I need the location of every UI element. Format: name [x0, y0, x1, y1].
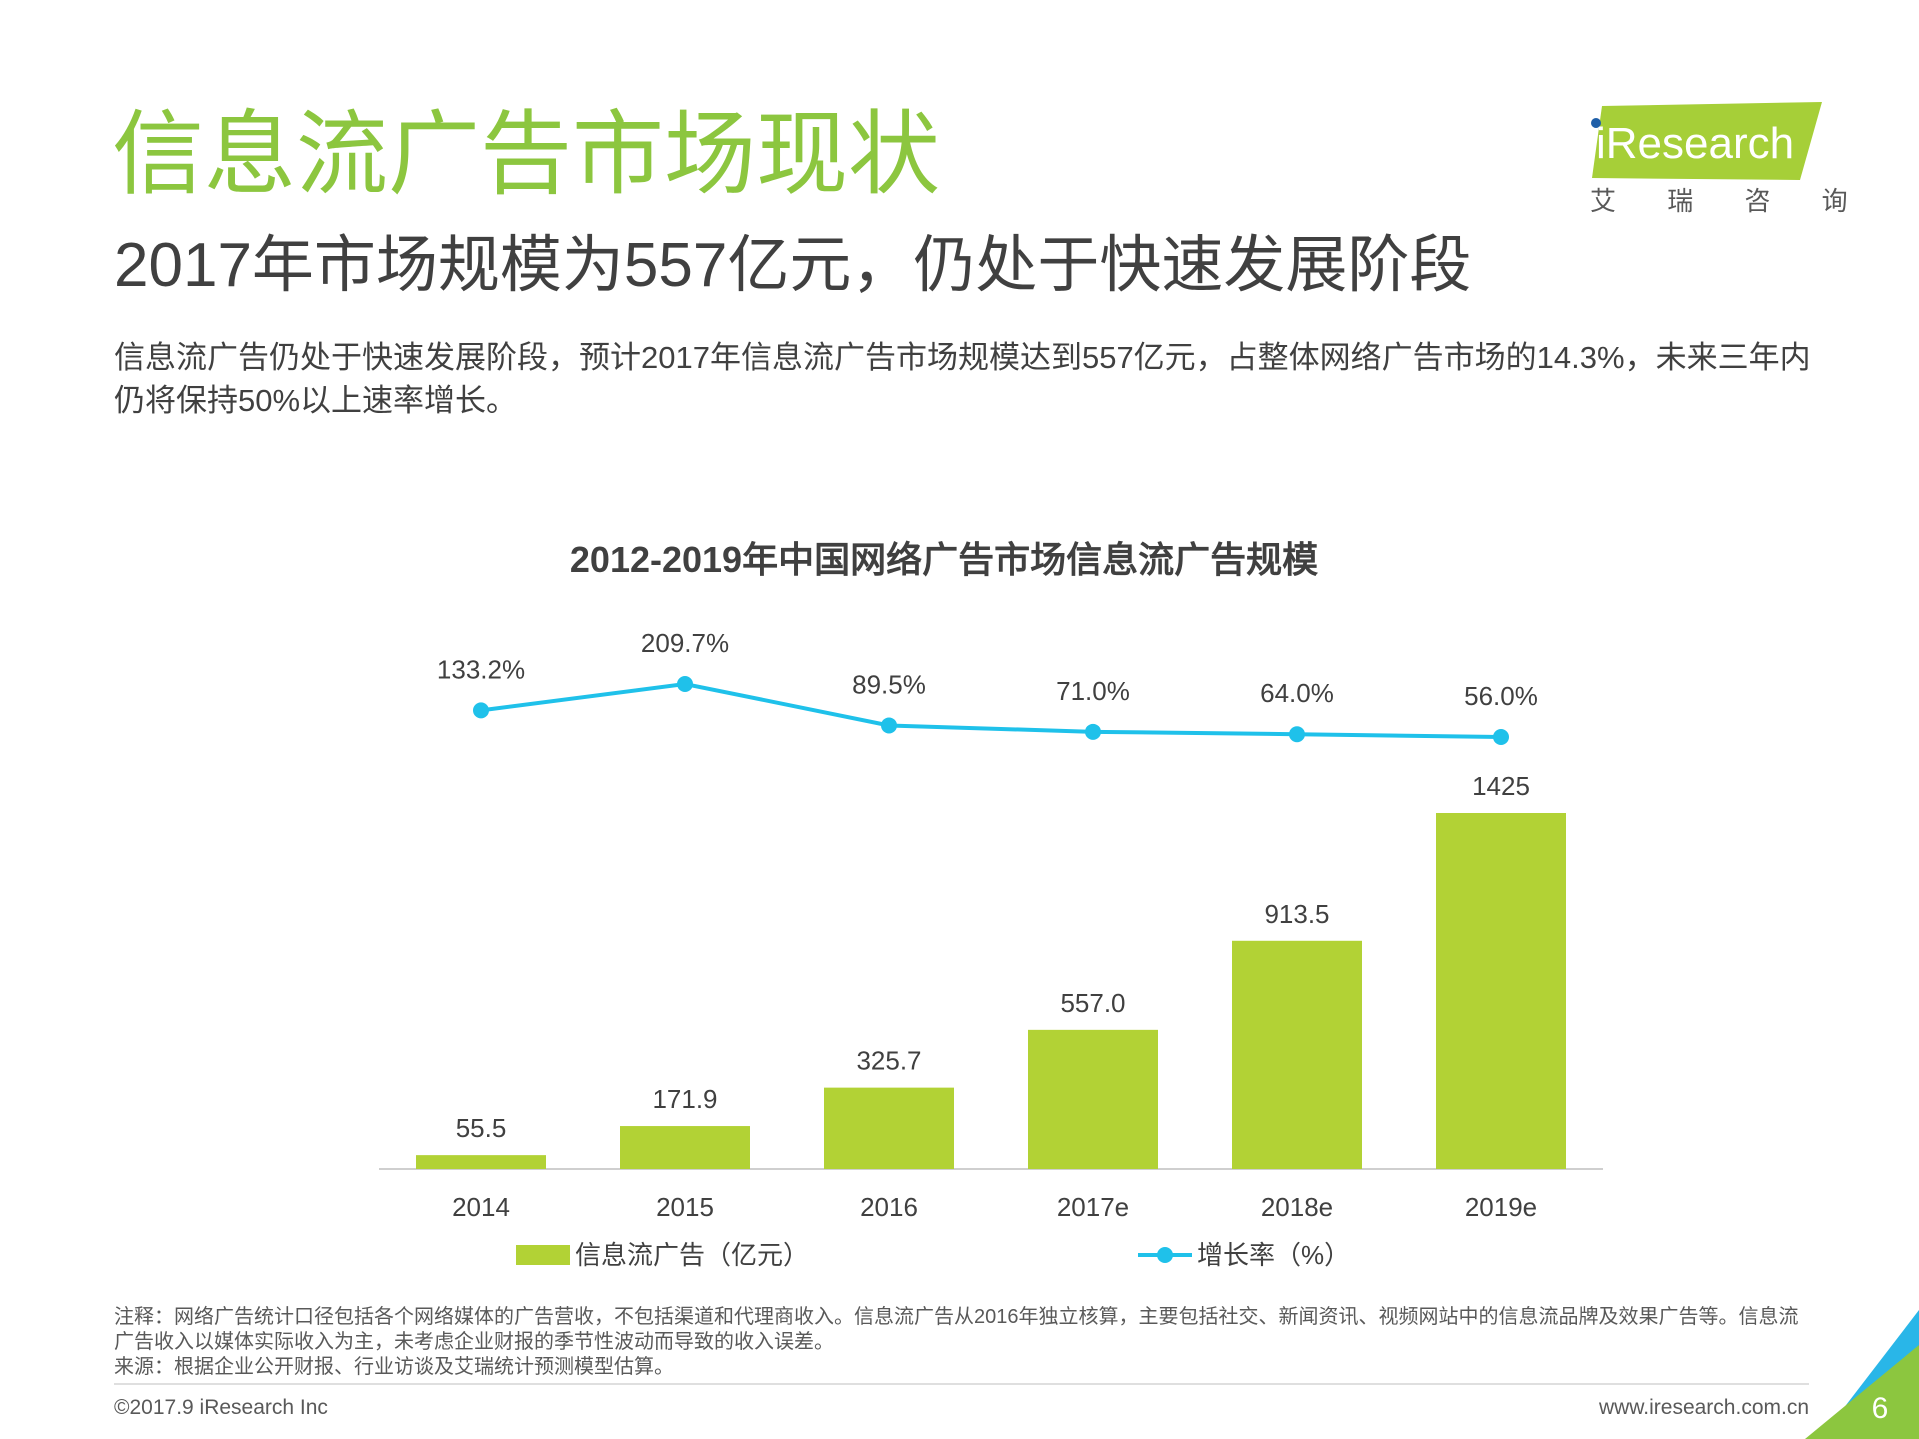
- bar-value-label: 171.9: [652, 1084, 717, 1114]
- footer-copyright: ©2017.9 iResearch Inc: [114, 1396, 328, 1419]
- bar-value-label: 55.5: [456, 1113, 507, 1143]
- bar-value-label: 1425: [1472, 771, 1530, 801]
- x-tick-label: 2017e: [1057, 1192, 1129, 1222]
- bar: [824, 1087, 954, 1169]
- logo-badge: [1592, 102, 1822, 180]
- description: 信息流广告仍处于快速发展阶段，预计2017年信息流广告市场规模达到557亿元，占…: [114, 340, 1811, 418]
- page-subtitle: 2017年市场规模为557亿元，仍处于快速发展阶段: [114, 231, 1472, 300]
- page-number: 6: [1872, 1392, 1889, 1425]
- legend-swatch: [516, 1245, 570, 1265]
- logo-text: iResearch: [1596, 119, 1794, 168]
- bar-value-label: 913.5: [1264, 899, 1329, 929]
- bar: [416, 1155, 546, 1169]
- bar: [1028, 1029, 1158, 1169]
- growth-line: [480, 681, 1502, 739]
- x-tick-label: 2019e: [1465, 1192, 1537, 1222]
- growth-value-label: 133.2%: [437, 654, 525, 684]
- logo-dot: [1591, 118, 1601, 128]
- chart-title: 2012-2019年中国网络广告市场信息流广告规模: [570, 539, 1318, 580]
- x-tick-label: 2015: [656, 1192, 714, 1222]
- growth-point: [881, 717, 897, 734]
- growth-value-label: 71.0%: [1056, 676, 1130, 706]
- growth-point: [1085, 723, 1101, 740]
- legend-label: 信息流广告（亿元）: [575, 1240, 809, 1270]
- source: 来源：根据企业公开财报、行业访谈及艾瑞统计预测模型估算。: [114, 1356, 674, 1378]
- page-title: 信息流广告市场现状: [112, 104, 941, 206]
- corner-green: [1805, 1345, 1919, 1439]
- notes: 注释：网络广告统计口径包括各个网络媒体的广告营收，不包括渠道和代理商收入。信息流…: [114, 1305, 1814, 1380]
- x-tick-label: 2018e: [1261, 1192, 1333, 1222]
- growth-value-label: 64.0%: [1260, 678, 1334, 708]
- growth-point: [1289, 726, 1305, 743]
- legend-swatch-dot: [1157, 1247, 1173, 1263]
- growth-value-label: 209.7%: [641, 628, 729, 658]
- footer-website: www.iresearch.com.cn: [1598, 1396, 1809, 1419]
- bar: [1436, 813, 1566, 1169]
- growth-value-label: 56.0%: [1464, 681, 1538, 711]
- bar-value-label: 557.0: [1060, 988, 1125, 1018]
- x-tick-label: 2016: [860, 1192, 918, 1222]
- growth-point: [677, 676, 693, 692]
- logo-chinese: 艾 瑞 咨 询: [1590, 186, 1870, 216]
- bar: [1232, 940, 1362, 1169]
- growth-point: [1493, 729, 1509, 745]
- bar: [620, 1126, 750, 1169]
- legend-label: 增长率（%）: [1197, 1240, 1350, 1270]
- bar-value-label: 325.7: [856, 1046, 921, 1076]
- note: 注释：网络广告统计口径包括各个网络媒体的广告营收，不包括渠道和代理商收入。信息流…: [114, 1306, 1799, 1353]
- growth-point: [473, 702, 489, 719]
- chart: 2012-2019年中国网络广告市场信息流广告规模 2014 2015 2016 201…: [379, 539, 1603, 1270]
- growth-value-label: 89.5%: [852, 669, 926, 699]
- x-tick-label: 2014: [452, 1192, 510, 1222]
